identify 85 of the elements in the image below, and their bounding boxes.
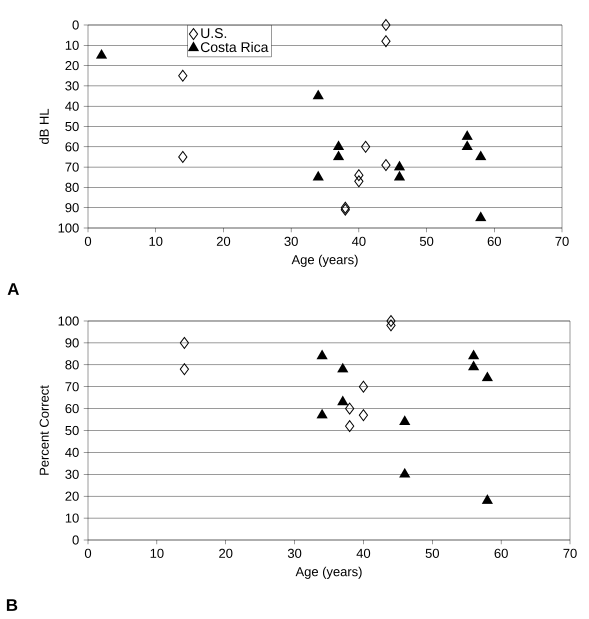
y-tick-label: 40 <box>65 448 79 457</box>
point <box>394 171 405 180</box>
point <box>482 372 493 382</box>
point <box>381 159 391 172</box>
y-axis-title: dB HL <box>39 108 49 144</box>
x-tick-label: 0 <box>84 236 92 246</box>
y-tick-label: 80 <box>65 182 79 192</box>
point <box>180 363 190 376</box>
x-tick-label: 30 <box>288 548 302 558</box>
point <box>361 140 370 153</box>
point <box>178 70 188 82</box>
x-axis-title: Age (years) <box>296 566 362 579</box>
y-tick-label: 60 <box>65 142 79 152</box>
point <box>462 140 472 150</box>
y-tick-label: 0 <box>72 20 79 30</box>
y-tick-label: 50 <box>65 122 79 132</box>
y-tick-label: 70 <box>66 162 79 172</box>
point <box>338 396 348 406</box>
point <box>468 361 479 370</box>
point <box>358 380 368 393</box>
x-tick-label: 20 <box>219 548 232 558</box>
x-tick-label: 0 <box>84 548 92 558</box>
x-tick-label: 10 <box>150 548 164 558</box>
y-tick-label: 100 <box>58 223 79 233</box>
x-tick-label: 70 <box>563 548 577 558</box>
y-tick-label: 20 <box>65 61 79 70</box>
x-tick-label: 20 <box>216 236 230 246</box>
y-tick-label: 0 <box>72 535 79 545</box>
point <box>386 315 396 327</box>
y-tick-label: 40 <box>65 102 79 111</box>
x-tick-label: 50 <box>420 236 434 246</box>
y-axis-title: Percent Correct <box>40 385 49 475</box>
y-tick-label: 90 <box>65 338 79 348</box>
x-tick-label: 60 <box>494 548 508 558</box>
legend-label: Costa Rica <box>200 42 268 52</box>
point <box>482 494 493 504</box>
point <box>394 161 405 170</box>
point <box>338 363 348 372</box>
text: B <box>6 599 18 611</box>
y-tick-label: 100 <box>58 316 79 326</box>
y-tick-label: 30 <box>65 470 79 479</box>
y-tick-label: 80 <box>65 360 79 370</box>
point <box>354 169 364 182</box>
x-axis-title: Age (years) <box>292 254 358 267</box>
text: A <box>8 283 19 295</box>
point <box>345 420 354 432</box>
point <box>340 204 350 216</box>
legend-label: U.S. <box>201 28 226 38</box>
point <box>340 202 350 214</box>
point <box>475 212 486 222</box>
point <box>475 150 486 160</box>
y-tick-label: 90 <box>65 203 79 212</box>
y-tick-label: 10 <box>66 514 79 523</box>
x-tick-label: 10 <box>149 236 162 246</box>
y-tick-label: 30 <box>65 81 79 90</box>
point <box>468 350 479 360</box>
y-tick-label: 20 <box>65 492 79 501</box>
x-tick-label: 70 <box>555 236 569 246</box>
x-tick-label: 30 <box>284 236 298 246</box>
point <box>333 140 344 150</box>
point <box>386 319 396 332</box>
point <box>345 402 354 415</box>
y-tick-label: 10 <box>66 40 79 50</box>
x-tick-label: 40 <box>356 548 370 558</box>
point <box>381 35 391 48</box>
y-tick-label: 60 <box>65 404 79 414</box>
y-tick-label: 70 <box>66 382 79 392</box>
y-tick-label: 50 <box>65 426 79 436</box>
point <box>381 19 391 31</box>
x-tick-label: 60 <box>488 236 501 246</box>
point <box>96 49 107 59</box>
point <box>358 409 368 422</box>
point <box>178 150 188 163</box>
point <box>316 409 328 418</box>
point <box>400 416 410 425</box>
point <box>312 171 324 180</box>
point <box>400 468 410 478</box>
point <box>354 175 364 188</box>
point <box>312 90 324 100</box>
point <box>462 130 472 140</box>
point <box>333 150 344 160</box>
x-tick-label: 50 <box>426 548 439 558</box>
point <box>180 336 190 349</box>
x-tick-label: 40 <box>352 236 366 246</box>
point <box>316 350 328 360</box>
